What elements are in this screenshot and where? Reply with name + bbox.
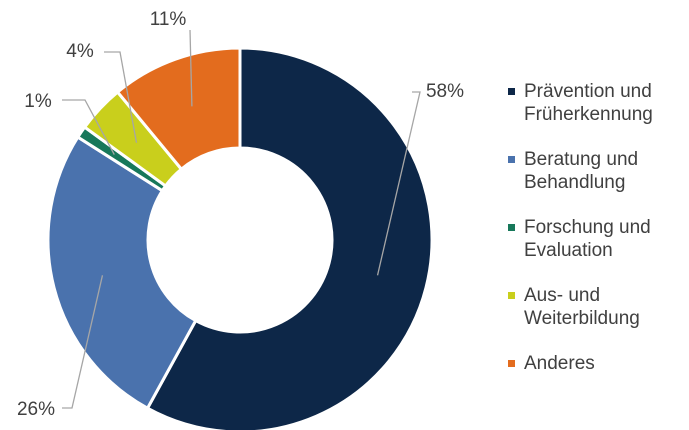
data-label: 11% [150, 9, 187, 30]
donut-segment [145, 46, 434, 430]
legend-swatch [508, 156, 515, 163]
data-label: 26% [17, 399, 55, 420]
leader-line [62, 275, 104, 409]
legend-swatch [508, 224, 515, 231]
leader-line [189, 29, 193, 107]
legend-label: Forschung und Evaluation [524, 217, 651, 261]
legend: Prävention und Früherkennung Beratung und… [506, 80, 686, 397]
legend-label: Prävention und Früherkennung [524, 81, 653, 125]
legend-label: Anderes [524, 353, 595, 374]
legend-item: Prävention und Früherkennung [506, 80, 686, 126]
legend-item: Forschung und Evaluation [506, 216, 686, 262]
legend-label: Beratung und Behandlung [524, 149, 639, 193]
legend-item: Aus- und Weiterbildung [506, 284, 686, 330]
data-label: 1% [24, 91, 52, 112]
legend-swatch [508, 360, 515, 367]
legend-item: Anderes [506, 352, 686, 375]
leader-line [376, 91, 421, 276]
legend-item: Beratung und Behandlung [506, 148, 686, 194]
leader-line [62, 99, 115, 155]
donut-segment [115, 46, 242, 172]
legend-swatch [508, 88, 515, 95]
legend-label: Aus- und Weiterbildung [524, 285, 640, 329]
leader-line [104, 51, 138, 143]
donut-segment [46, 135, 198, 411]
legend-swatch [508, 292, 515, 299]
data-label: 4% [66, 41, 94, 62]
data-label: 58% [426, 81, 464, 102]
